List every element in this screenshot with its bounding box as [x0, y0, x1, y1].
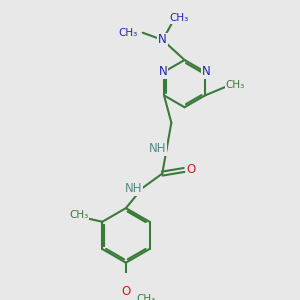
Text: N: N	[158, 34, 167, 46]
Text: CH₃: CH₃	[136, 294, 155, 300]
Text: NH: NH	[124, 182, 142, 195]
Text: CH₃: CH₃	[225, 80, 244, 89]
Text: O: O	[121, 285, 130, 298]
Text: CH₃: CH₃	[69, 210, 88, 220]
Text: O: O	[187, 164, 196, 176]
Text: NH: NH	[149, 142, 166, 155]
Text: CH₃: CH₃	[169, 13, 189, 23]
Text: N: N	[159, 65, 167, 78]
Text: CH₃: CH₃	[118, 28, 137, 38]
Text: N: N	[202, 65, 210, 78]
